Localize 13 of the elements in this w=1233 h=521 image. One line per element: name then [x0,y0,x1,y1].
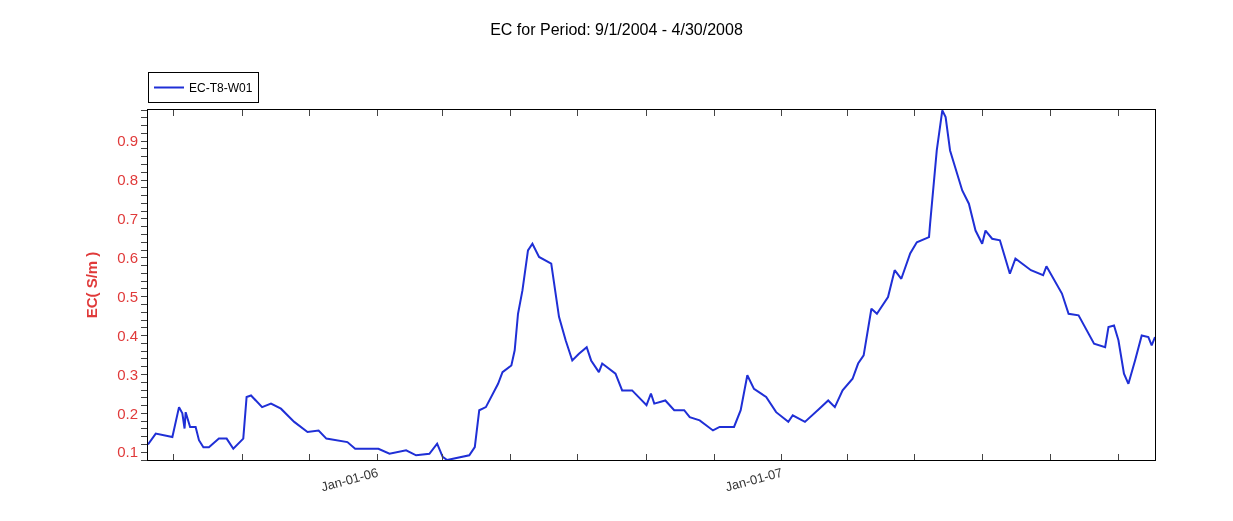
y-tick-label: 0.1 [117,443,138,461]
legend-label: EC-T8-W01 [189,81,253,96]
y-axis-title: EC( S/m ) [83,251,101,319]
y-tick-label: 0.7 [117,210,138,228]
y-tick-label: 0.9 [117,132,138,150]
y-tick-label: 0.5 [117,287,138,305]
chart-title: EC for Period: 9/1/2004 - 4/30/2008 [490,20,743,38]
y-tick-label: 0.3 [117,365,138,383]
y-tick-label: 0.2 [117,404,138,422]
line-series [148,110,1155,460]
y-tick-label: 0.8 [117,171,138,189]
y-tick-label: 0.4 [117,326,138,344]
y-tick-label: 0.6 [117,249,138,267]
